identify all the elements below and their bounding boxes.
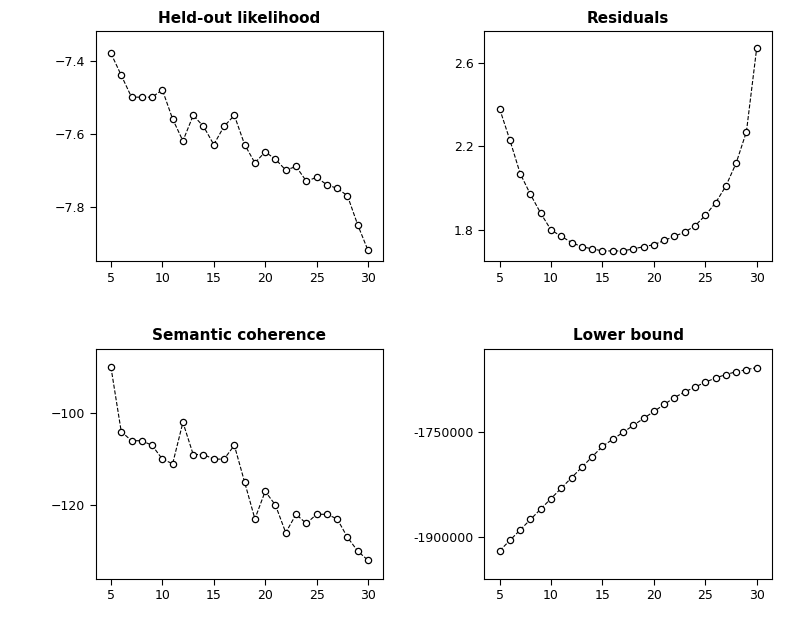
Title: Lower bound: Lower bound [572, 328, 684, 343]
Title: Residuals: Residuals [587, 11, 669, 26]
Title: Held-out likelihood: Held-out likelihood [158, 11, 321, 26]
Title: Semantic coherence: Semantic coherence [153, 328, 326, 343]
